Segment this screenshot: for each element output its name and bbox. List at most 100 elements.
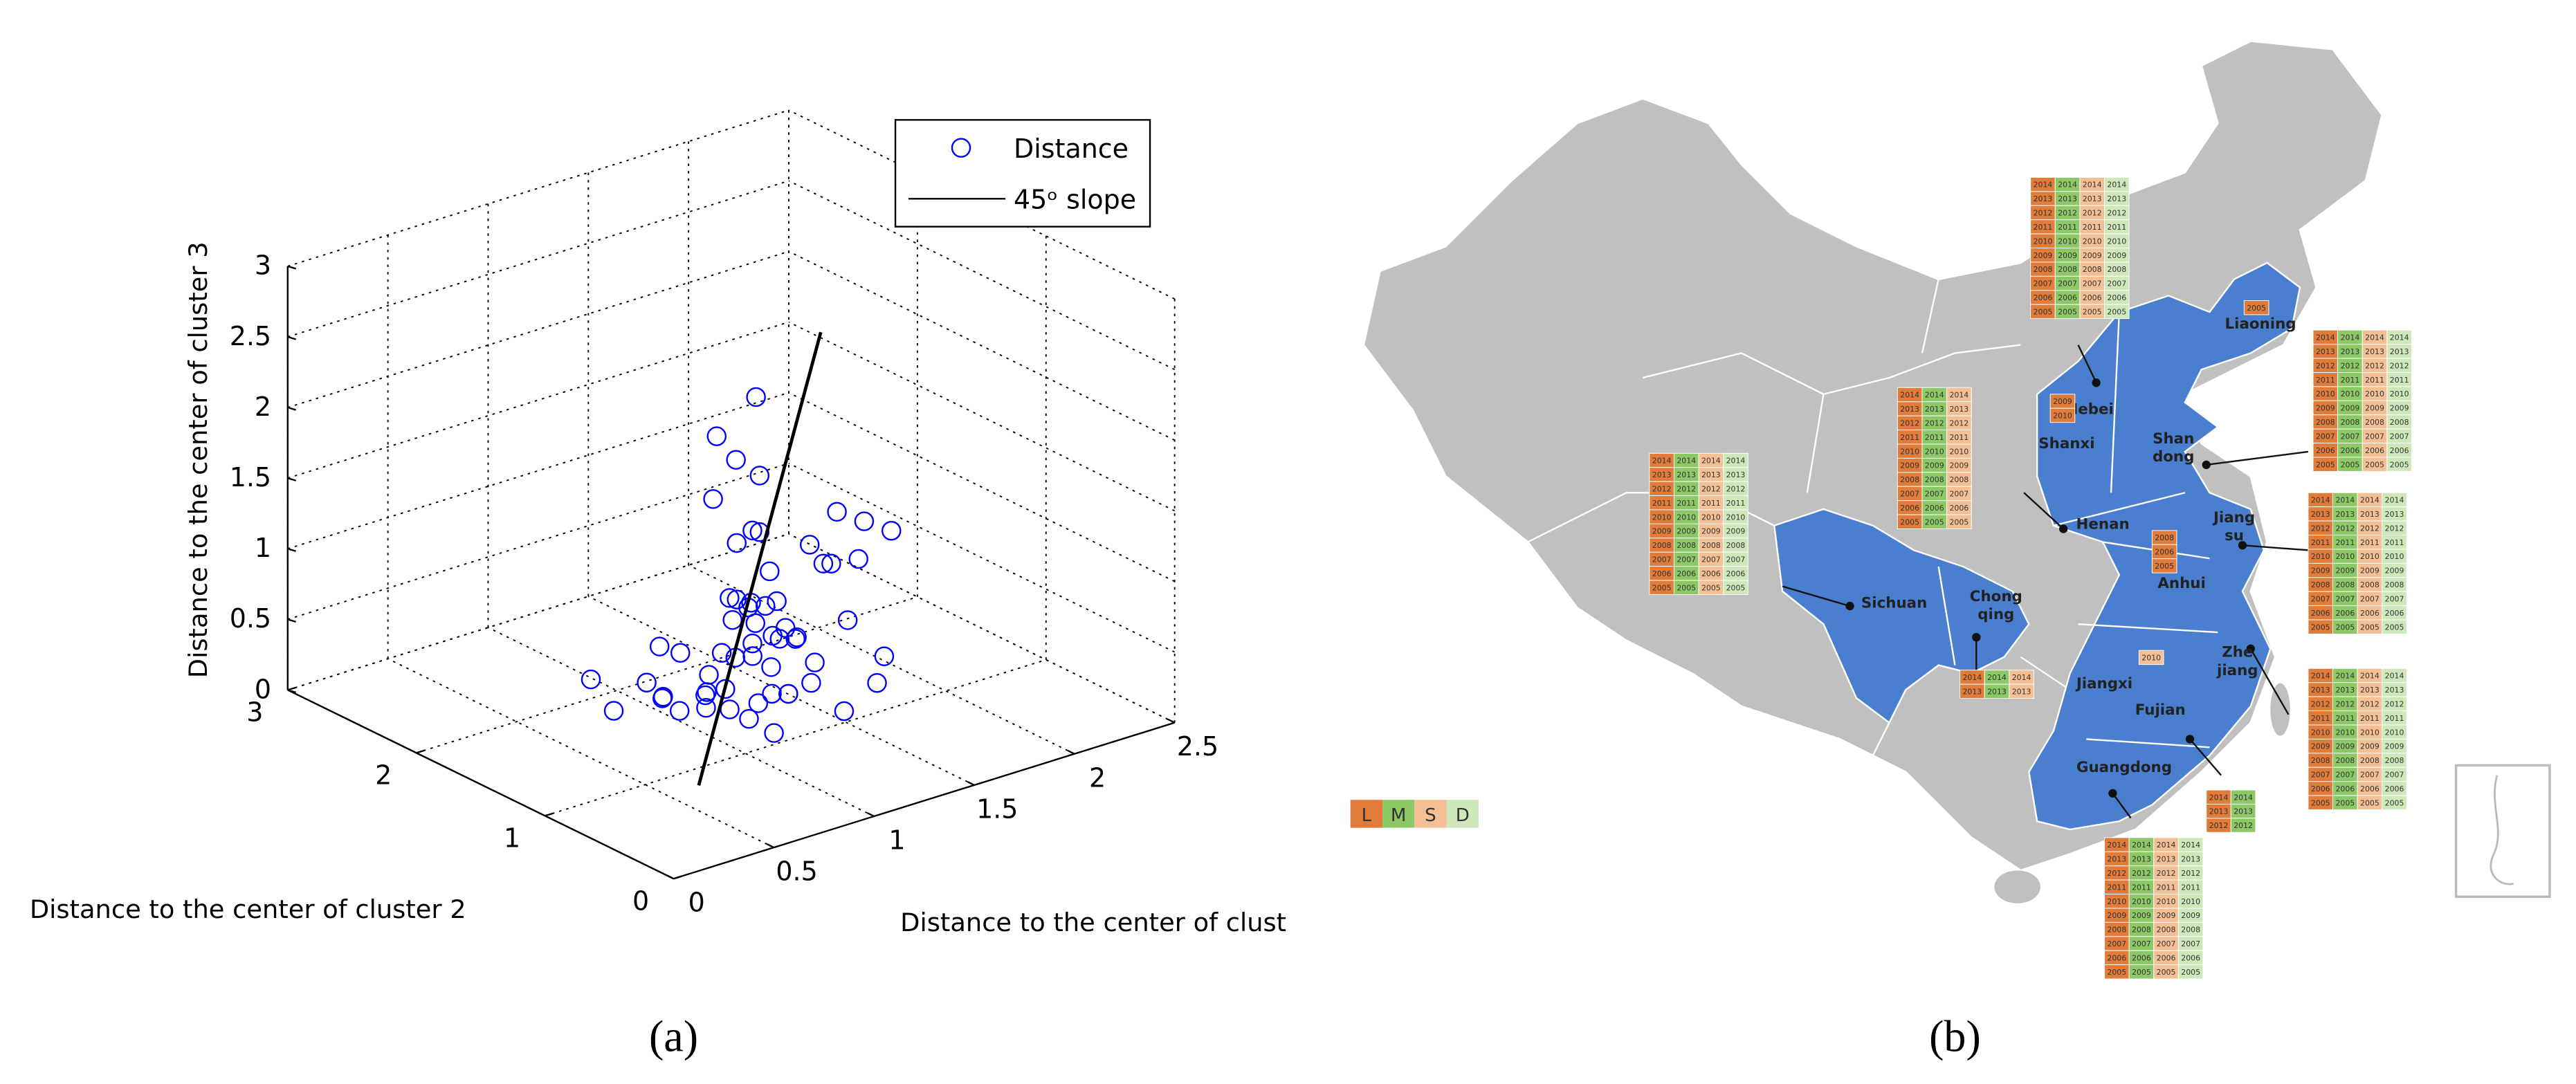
table-cell (2382, 795, 2407, 810)
province-dot (2202, 460, 2211, 470)
table-year: 2012 (2181, 869, 2200, 878)
table-year: 2008 (1949, 475, 1968, 484)
table-cell (2049, 407, 2076, 423)
table-year: 2009 (1652, 527, 1672, 536)
table-year: 2007 (2360, 771, 2379, 780)
table-cell (2230, 818, 2256, 833)
tick-mark (287, 336, 297, 340)
table-year: 2007 (2107, 939, 2126, 948)
data-point (848, 549, 868, 569)
table-year: 2011 (2365, 376, 2384, 385)
table-year: 2008 (2316, 418, 2335, 427)
table-year: 2008 (2385, 756, 2404, 765)
table-year: 2006 (2385, 784, 2404, 793)
table-year: 2005 (1701, 583, 1721, 592)
data-point (837, 610, 858, 630)
table-year: 2013 (2107, 855, 2126, 864)
table-year: 2011 (2132, 883, 2151, 892)
table-year: 2007 (1925, 490, 1944, 499)
table-year: 2011 (1925, 433, 1944, 442)
table-year: 2007 (2335, 771, 2355, 780)
map-legend-label: S (1425, 805, 1436, 826)
tick-mark (867, 812, 875, 818)
table-year: 2008 (2335, 756, 2355, 765)
province-dot (2238, 541, 2247, 550)
table-year: 2014 (2311, 672, 2330, 681)
table-year: 2010 (2316, 389, 2335, 398)
table-year: 2009 (2107, 911, 2126, 920)
panel-label: (a) (649, 1012, 698, 1061)
table-year: 2010 (2034, 237, 2053, 246)
table-year: 2007 (2034, 279, 2053, 288)
table-year: 2013 (1652, 470, 1672, 479)
table-year: 2014 (1925, 391, 1944, 400)
tick-mark (287, 477, 297, 481)
data-point (742, 520, 762, 541)
table-year: 2009 (1900, 461, 1919, 470)
data-point (603, 701, 624, 721)
table-year: 2011 (2058, 223, 2077, 232)
grid-line (287, 180, 789, 338)
table-year: 2009 (1677, 527, 1696, 536)
tick-mark (287, 548, 297, 552)
table-cell (2177, 964, 2204, 980)
table-year: 2012 (2083, 209, 2102, 218)
province-label: Shanxi (2038, 435, 2094, 452)
table-year: 2010 (1701, 513, 1721, 522)
table-year: 2007 (2365, 432, 2384, 441)
panel-label: (b) (1929, 1012, 1981, 1061)
data-point (762, 683, 782, 704)
table-year: 2007 (2311, 594, 2330, 603)
table-year: 2007 (1701, 555, 1721, 564)
table-year: 2005 (1900, 517, 1919, 526)
tick-mark (967, 781, 975, 786)
table-year: 2006 (2058, 293, 2077, 302)
data-point (769, 629, 790, 649)
z-tick-label: 3 (255, 250, 271, 281)
table-year: 2005 (2316, 460, 2335, 469)
table-year: 2007 (2107, 279, 2126, 288)
table-year: 2013 (1677, 470, 1696, 479)
table-year: 2007 (2181, 939, 2200, 948)
table-year: 2005 (2034, 307, 2053, 316)
table-year: 2013 (2365, 347, 2384, 356)
province-dot (2246, 644, 2255, 653)
data-point (834, 701, 855, 722)
data-point (821, 553, 841, 573)
table-year: 2012 (2034, 209, 2053, 218)
table-year: 2006 (1949, 504, 1968, 513)
data-point (711, 643, 732, 663)
table-year: 2009 (2053, 397, 2072, 406)
province-label: Henan (2076, 516, 2130, 533)
table-year: 2010 (2360, 552, 2379, 561)
table-year: 2014 (2012, 673, 2031, 682)
z-axis-label: Distance to the center of cluster 3 (183, 241, 213, 678)
data-point (805, 652, 825, 672)
province-label: Jiang su (2212, 509, 2255, 544)
table-year: 2008 (1652, 541, 1672, 550)
table-year: 2006 (1726, 569, 1746, 578)
table-year: 2012 (2335, 524, 2355, 533)
grid-line (788, 321, 1176, 512)
table-year: 2010 (2385, 728, 2404, 737)
grid-line (387, 658, 774, 848)
tick-mark (1167, 718, 1176, 724)
table-year: 2014 (1726, 457, 1746, 466)
table-year: 2011 (2311, 538, 2330, 547)
table-year: 2009 (2157, 911, 2176, 920)
province-label: Sichuan (1861, 594, 1927, 612)
x-tick-label: 2.5 (1177, 731, 1218, 762)
table-year: 2006 (2181, 954, 2200, 963)
table-year: 2013 (2083, 194, 2102, 203)
data-point (722, 609, 742, 630)
data-point (748, 693, 769, 713)
table-year: 2009 (2083, 251, 2102, 260)
table-year: 2011 (1701, 499, 1721, 508)
data-point (827, 502, 847, 522)
data-point (670, 643, 691, 663)
grid-line (587, 596, 975, 786)
table-year: 2014 (1652, 457, 1672, 466)
grid-line (688, 564, 1075, 755)
table-year: 2014 (2365, 333, 2384, 342)
table-year: 2012 (2311, 699, 2330, 708)
